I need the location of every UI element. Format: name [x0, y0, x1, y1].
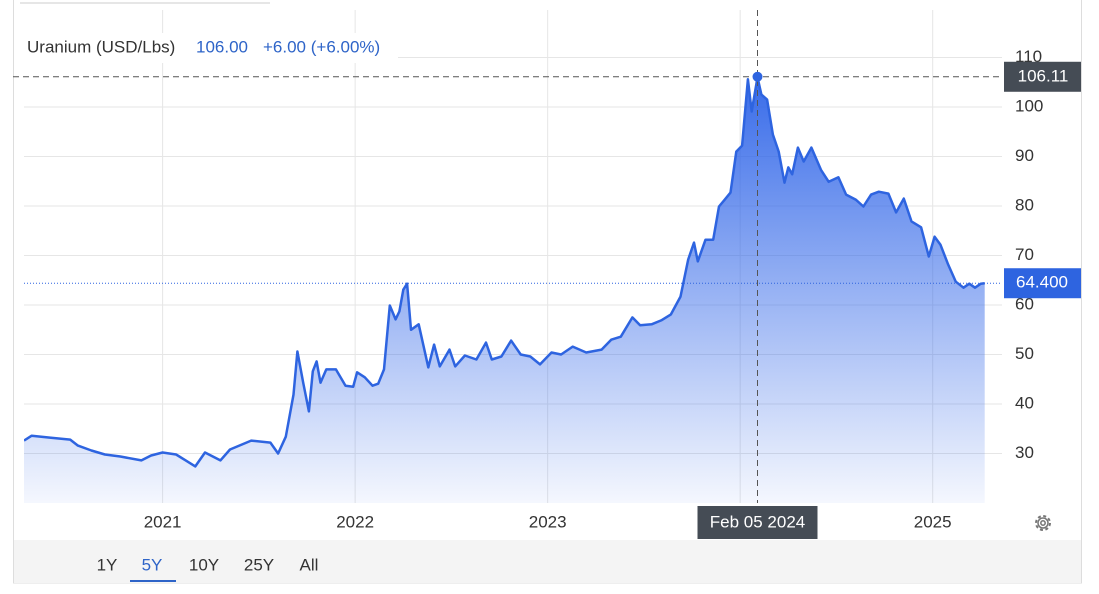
y-tick-label: 110 [1015, 47, 1042, 66]
y-tick-label: 50 [1015, 344, 1034, 363]
range-button[interactable]: 5Y [142, 555, 163, 574]
crosshair-x-box [697, 506, 818, 539]
y-tick-label: 30 [1015, 443, 1034, 462]
y-tick-label: 100 [1015, 97, 1043, 116]
line [24, 76, 985, 468]
crosshair-y-box [1004, 61, 1081, 92]
header-bg [20, 33, 398, 63]
gear-body [1037, 517, 1049, 529]
plot [24, 76, 985, 503]
gear-hole [1040, 520, 1046, 526]
chart-title: Uranium (USD/Lbs) [27, 37, 175, 56]
crosshair-y-label: 106.11 [1018, 66, 1069, 85]
last-value-label: 64.400 [1016, 273, 1068, 292]
y-tick-label: 40 [1015, 393, 1034, 412]
y-tick-label: 80 [1015, 195, 1034, 214]
range-button[interactable]: 10Y [189, 555, 219, 574]
range-button[interactable]: All [300, 555, 319, 574]
crosshair-point [752, 71, 763, 82]
last-value-box [1004, 268, 1081, 299]
y-tick-label: 60 [1015, 294, 1034, 313]
x-tick-label: 2023 [529, 512, 567, 531]
x-tick-label: 2021 [144, 512, 182, 531]
x-tick-label: 2025 [914, 512, 952, 531]
price-change: +6.00 (+6.00%) [263, 37, 380, 56]
overlay: 64.400 106.11 Feb 05 2024 [13, 10, 1081, 539]
range-button[interactable]: 25Y [244, 555, 274, 574]
range-button[interactable]: 1Y [97, 555, 118, 574]
range-buttons: 1Y 5Y 10Y 25Y All [97, 555, 319, 582]
y-tick-label: 70 [1015, 245, 1034, 264]
area [24, 77, 985, 503]
y-tick-label: 90 [1015, 146, 1034, 165]
gear-teeth [1035, 515, 1051, 531]
crosshair-x-label: Feb 05 2024 [710, 512, 805, 531]
price: 106.00 [196, 37, 248, 56]
settings-icon[interactable] [1035, 515, 1051, 531]
x-tick-label: 2022 [336, 512, 374, 531]
toolbar [14, 540, 1081, 583]
